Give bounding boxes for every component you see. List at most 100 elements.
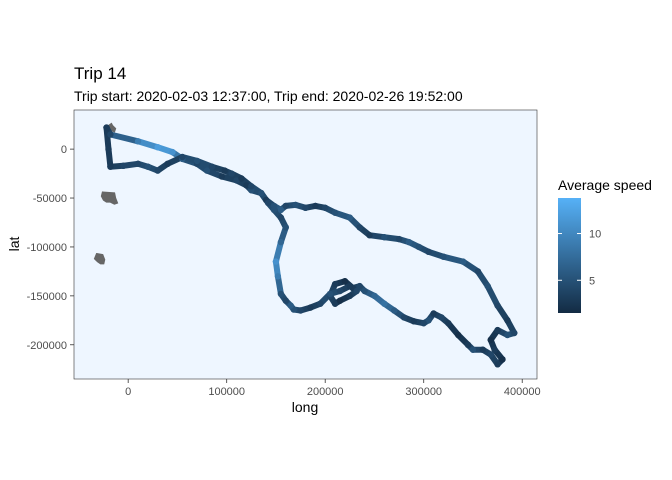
track-point	[297, 307, 304, 314]
y-tick-label: -50000	[33, 193, 67, 205]
track-point	[381, 234, 388, 241]
track-point	[272, 258, 280, 265]
track-point	[270, 206, 278, 213]
track-point	[479, 346, 486, 353]
track-point	[105, 145, 112, 153]
legend-colorbar	[558, 198, 581, 313]
track-point	[487, 351, 494, 358]
legend-title: Average speed	[558, 177, 652, 193]
track-path	[103, 124, 518, 368]
x-tick-label: 100000	[208, 386, 245, 398]
track-point	[425, 317, 432, 324]
track-point	[103, 124, 110, 131]
track-point	[405, 238, 413, 246]
track-point	[336, 287, 344, 295]
track-point	[228, 170, 235, 177]
track-point	[336, 297, 344, 304]
track-point	[425, 248, 432, 255]
track-point	[264, 199, 272, 207]
track-point	[221, 167, 228, 174]
track-point	[164, 160, 171, 167]
track-point	[331, 209, 339, 216]
y-axis-title: lat	[6, 237, 22, 252]
track-point	[179, 153, 186, 161]
x-axis-title: long	[292, 399, 318, 415]
track-point	[487, 336, 494, 344]
y-tick-label: -150000	[27, 291, 67, 303]
x-tick-label: 300000	[405, 386, 442, 398]
track-point	[107, 131, 114, 138]
track-point	[322, 204, 329, 211]
chart-title: Trip 14	[74, 64, 126, 83]
track-point	[331, 300, 339, 307]
x-axis-ticks: 0 100000 200000 300000 400000	[125, 379, 541, 398]
legend-tick-label: 5	[589, 275, 595, 287]
track-point	[440, 253, 447, 260]
track-point	[494, 302, 501, 309]
y-tick-label: -200000	[27, 340, 67, 352]
track-point	[484, 282, 491, 290]
track-point	[361, 287, 368, 295]
track-point	[238, 175, 245, 182]
track-point	[277, 206, 285, 213]
track-point	[292, 201, 299, 209]
track-point	[144, 163, 152, 170]
track-point	[307, 304, 314, 311]
plot-panel	[73, 109, 538, 380]
chart-subtitle: Trip start: 2020-02-03 12:37:00, Trip en…	[74, 88, 463, 104]
track-point	[218, 173, 225, 180]
legend-tick-label: 10	[589, 229, 601, 241]
track-point	[302, 204, 309, 211]
land-middle-island	[100, 191, 119, 205]
track-point	[154, 167, 161, 174]
track-point	[203, 167, 211, 174]
track-segment	[440, 253, 467, 265]
track-point	[331, 280, 339, 288]
track-segment	[103, 124, 112, 153]
track-point	[504, 317, 511, 324]
track-point	[420, 320, 427, 327]
track-segment	[484, 283, 501, 309]
track-point	[208, 163, 216, 170]
track-point	[169, 148, 176, 156]
track-point	[107, 163, 114, 170]
track-point	[274, 273, 282, 280]
track-point	[391, 307, 398, 314]
track-point	[504, 331, 511, 339]
track-point	[371, 292, 378, 300]
y-tick-label: 0	[61, 144, 67, 156]
track-point	[346, 214, 353, 221]
track-point	[410, 318, 418, 325]
track-point	[248, 183, 255, 190]
track-segment	[107, 131, 141, 145]
track-point	[395, 235, 403, 243]
land-south-island	[93, 252, 106, 265]
x-tick-label: 200000	[307, 386, 344, 398]
track-point	[326, 290, 334, 298]
track-point	[356, 224, 363, 231]
track-point	[400, 314, 408, 321]
track-point	[464, 341, 472, 348]
track-segment	[135, 138, 161, 151]
track-point	[287, 302, 294, 309]
y-axis-ticks: 0 -50000 -100000 -150000 -200000	[27, 144, 74, 352]
track-point	[491, 346, 498, 353]
x-tick-label: 400000	[504, 386, 541, 398]
track-point	[154, 144, 161, 151]
y-tick-label: -100000	[27, 242, 67, 254]
track-point	[459, 258, 467, 265]
track-point	[134, 160, 142, 167]
track-point	[474, 268, 482, 275]
track-point	[353, 287, 360, 295]
track-point	[430, 310, 437, 317]
track-point	[494, 361, 501, 368]
track-point	[312, 202, 319, 210]
track-point	[134, 138, 142, 145]
track-point	[381, 300, 388, 307]
track-point	[243, 182, 250, 189]
track-point	[282, 202, 289, 210]
track-point	[511, 329, 518, 337]
legend-ticks: 5 10	[558, 229, 601, 287]
track-point	[277, 290, 285, 298]
